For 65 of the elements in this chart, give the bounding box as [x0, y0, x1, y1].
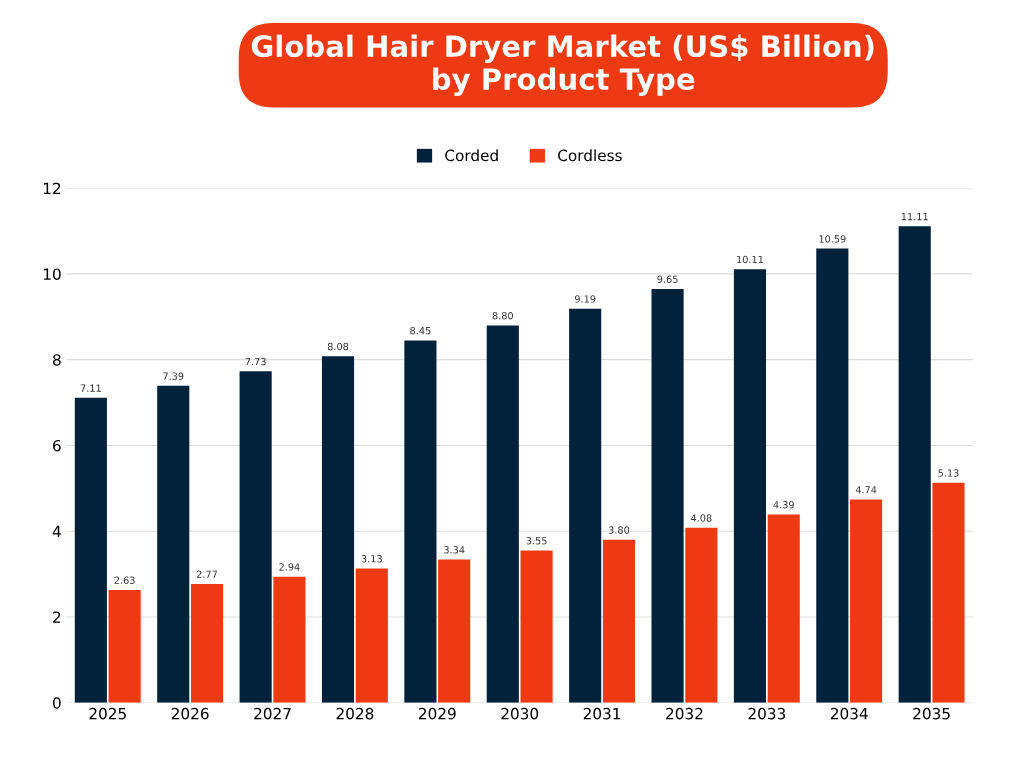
- x-tick-label: 2029: [418, 707, 456, 720]
- data-label: 4.39: [773, 501, 794, 509]
- x-tick-label: 2025: [89, 707, 126, 720]
- x-tick-label: 2034: [830, 707, 868, 720]
- bar: [520, 550, 553, 703]
- x-tick-label: 2028: [336, 707, 374, 720]
- y-tick-label: 4: [52, 525, 61, 537]
- y-tick-label: 8: [53, 354, 61, 366]
- bar: [569, 308, 602, 703]
- x-tick-label: 2026: [171, 707, 209, 720]
- bar: [74, 397, 107, 703]
- data-label: 3.55: [526, 537, 547, 545]
- bar: [602, 539, 636, 703]
- data-label: 4.08: [690, 514, 712, 522]
- bar: [733, 269, 767, 703]
- y-tick-label: 10: [43, 268, 61, 280]
- bar: [651, 288, 684, 703]
- bar: [239, 371, 272, 703]
- data-label: 10.11: [737, 255, 763, 264]
- data-label: 11.11: [901, 213, 928, 221]
- data-label: 10.59: [819, 235, 846, 243]
- data-label: 9.19: [574, 295, 596, 303]
- data-label: 9.65: [657, 275, 678, 283]
- x-tick-label: 2032: [666, 707, 703, 720]
- bar: [816, 248, 849, 703]
- bar: [157, 385, 190, 703]
- bar: [108, 589, 141, 703]
- bar: [767, 514, 800, 703]
- x-tick-label: 2027: [254, 707, 291, 720]
- bar: [486, 325, 519, 703]
- data-label: 7.11: [80, 384, 101, 392]
- x-tick-label: 2033: [748, 707, 786, 720]
- data-label: 7.39: [163, 372, 184, 380]
- chart-title: Global Hair Dryer Market (US$ Billion) by Product Type: [251, 34, 874, 96]
- legend-label: Cordless: [558, 149, 622, 162]
- data-label: 8.45: [410, 326, 431, 335]
- y-tick-label: 0: [52, 697, 61, 709]
- bar: [898, 226, 931, 703]
- bar: [273, 576, 306, 703]
- data-label: 4.74: [855, 486, 877, 494]
- data-label: 3.34: [444, 546, 465, 554]
- x-tick-label: 2035: [913, 707, 950, 720]
- legend-label: Corded: [445, 149, 498, 162]
- data-label: 2.94: [279, 563, 300, 571]
- y-tick-label: 2: [53, 611, 61, 623]
- data-label: 3.80: [608, 526, 630, 534]
- bar: [685, 527, 718, 703]
- data-label: 2.77: [196, 570, 218, 578]
- bar: [321, 356, 355, 703]
- data-label: 3.13: [361, 555, 382, 563]
- bar: [190, 583, 224, 703]
- data-label: 8.08: [327, 342, 349, 351]
- bar: [355, 568, 388, 703]
- bar: [404, 340, 437, 703]
- y-tick-label: 12: [43, 182, 61, 194]
- data-label: 8.80: [492, 311, 513, 320]
- data-label: 5.13: [938, 469, 959, 477]
- data-label: 7.73: [245, 357, 266, 366]
- data-label: 2.63: [114, 576, 135, 584]
- x-tick-label: 2030: [501, 707, 539, 720]
- y-tick-label: 6: [53, 439, 61, 452]
- x-tick-label: 2031: [583, 707, 621, 720]
- bar: [932, 482, 965, 703]
- bar: [438, 559, 471, 703]
- bar: [850, 499, 883, 703]
